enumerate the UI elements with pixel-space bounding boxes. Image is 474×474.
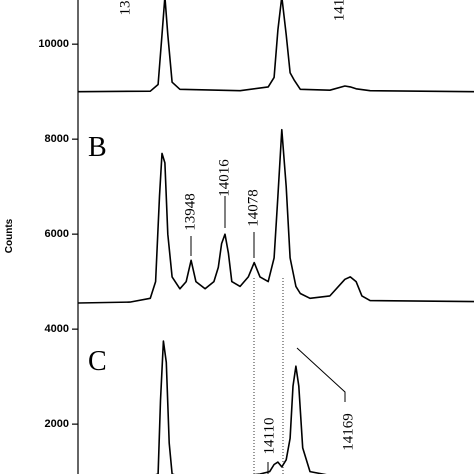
peak-label: 13: [117, 1, 133, 16]
leaders: [190, 196, 346, 474]
panel-label: B: [88, 132, 107, 163]
plot: [78, 0, 474, 474]
peak-label: 141: [331, 0, 347, 21]
peak-label: 13948: [182, 193, 198, 231]
spectrum-trace: [155, 340, 327, 474]
panel-label: C: [88, 346, 107, 377]
leader: [296, 347, 346, 402]
y-tick-label: 4000: [45, 323, 69, 335]
spectrum-trace: [78, 0, 474, 93]
y-tick-label: 2000: [45, 418, 69, 430]
peak-label: 14078: [245, 189, 261, 227]
spectrum-trace: [78, 128, 474, 304]
y-tick-label: 8000: [45, 133, 69, 145]
peak-label: 14110: [261, 418, 277, 455]
y-tick-label: 6000: [45, 228, 69, 240]
peak-label: 14169: [340, 413, 356, 451]
y-axis-label: Counts: [4, 218, 15, 253]
y-tick-label: 10000: [38, 38, 69, 50]
peak-label: 14016: [216, 159, 232, 197]
